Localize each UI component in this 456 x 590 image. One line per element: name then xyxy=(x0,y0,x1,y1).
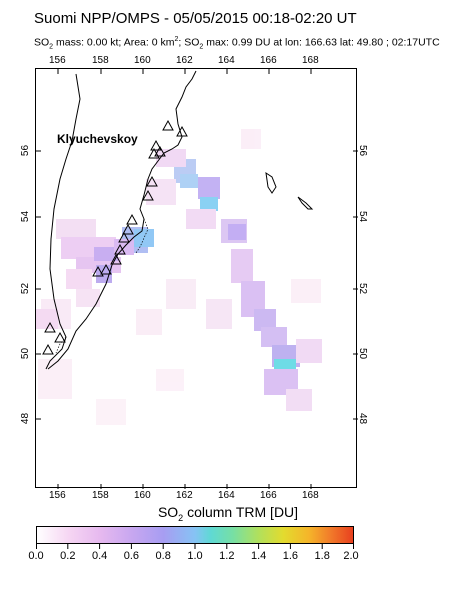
so2-pixels xyxy=(36,129,322,425)
volcano-label: Klyuchevskoy xyxy=(57,132,138,146)
volcano-markers xyxy=(42,119,188,355)
map-panel xyxy=(35,68,358,489)
lon-label: 162 xyxy=(176,490,193,501)
lon-label: 168 xyxy=(302,490,319,501)
lon-label: 158 xyxy=(92,55,109,66)
lat-label: 50 xyxy=(20,347,32,360)
map-subtitle: SO2 mass: 0.00 kt; Area: 0 km2; SO2 max:… xyxy=(34,36,440,51)
lat-label: 52 xyxy=(20,282,32,295)
lon-label: 156 xyxy=(49,490,66,501)
lon-label: 164 xyxy=(218,55,235,66)
colorbar-label: 1.2 xyxy=(219,550,235,562)
lat-label: 50 xyxy=(357,347,369,360)
lat-label: 48 xyxy=(20,412,32,425)
colorbar-title: SO2 column TRM [DU] xyxy=(157,504,299,523)
lon-label: 162 xyxy=(176,55,193,66)
colorbar-label: 0.2 xyxy=(60,550,76,562)
colorbar xyxy=(36,526,354,544)
colorbar-label: 1.8 xyxy=(314,550,330,562)
colorbar-label: 1.6 xyxy=(282,550,299,562)
lat-label: 52 xyxy=(357,282,369,295)
colorbar-label: 0.4 xyxy=(91,550,108,562)
lat-label: 48 xyxy=(357,412,369,425)
lon-label: 166 xyxy=(260,490,277,501)
lon-label: 168 xyxy=(302,55,319,66)
colorbar-label: 1.0 xyxy=(187,550,203,562)
lat-label: 54 xyxy=(20,210,32,223)
map-title: Suomi NPP/OMPS - 05/05/2015 00:18-02:20 … xyxy=(34,10,357,27)
colorbar-label: 0.0 xyxy=(28,550,44,562)
lat-label: 56 xyxy=(20,144,32,157)
lon-label: 160 xyxy=(134,55,151,66)
coastline xyxy=(45,70,197,370)
lon-label: 166 xyxy=(260,55,277,66)
colorbar-label: 2.0 xyxy=(343,550,359,562)
so2-map xyxy=(36,69,358,489)
colorbar-ticks xyxy=(36,544,354,549)
lon-label: 156 xyxy=(49,55,66,66)
lat-label: 56 xyxy=(357,144,369,157)
lon-label: 160 xyxy=(134,490,151,501)
lon-label: 164 xyxy=(218,490,235,501)
commander-islands xyxy=(265,171,314,210)
colorbar-label: 0.6 xyxy=(123,550,140,562)
frame-ticks xyxy=(36,69,358,489)
lon-label: 158 xyxy=(92,490,109,501)
colorbar-label: 0.8 xyxy=(155,550,171,562)
colorbar-label: 1.4 xyxy=(250,550,267,562)
lat-label: 54 xyxy=(357,210,369,223)
